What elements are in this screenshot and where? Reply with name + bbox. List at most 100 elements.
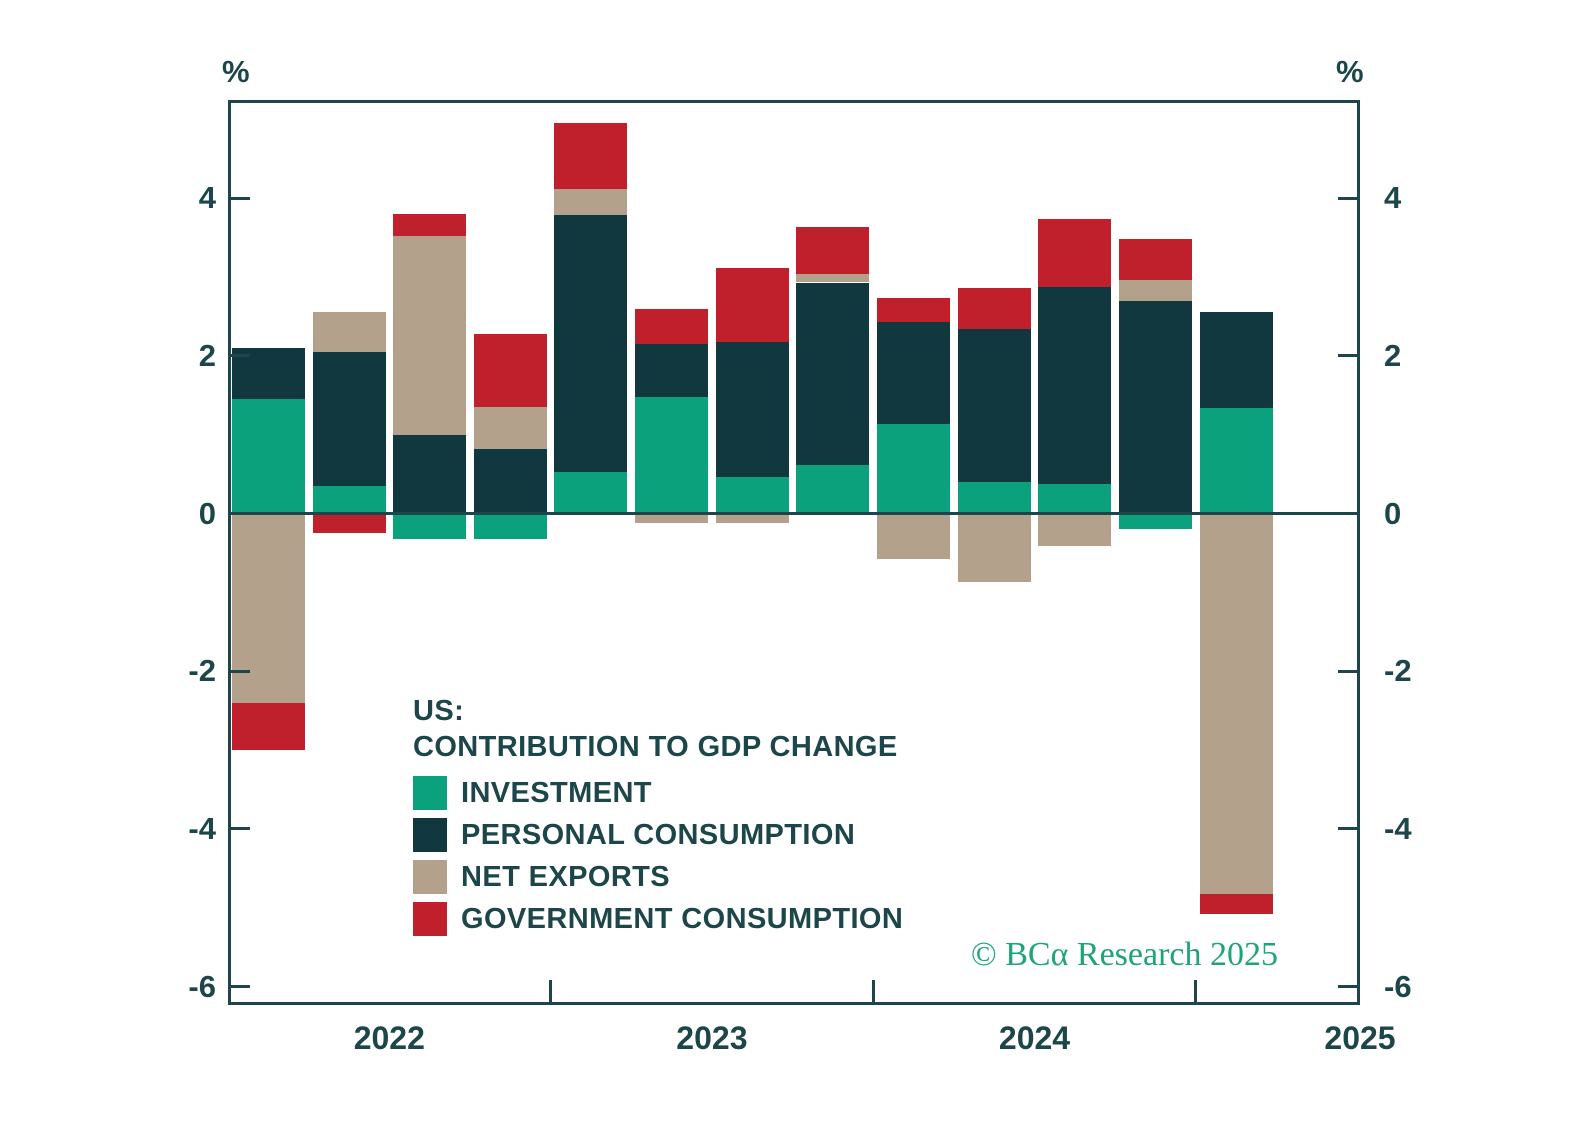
x-axis-label-2022: 2022: [353, 1020, 425, 1056]
legend-label-0: INVESTMENT: [461, 776, 652, 809]
legend-item-net-exports: NET EXPORTS: [413, 856, 903, 898]
y-tick-label-left-4: 4: [198, 180, 216, 216]
zero-axis-line: [228, 512, 1360, 515]
bar-2025Q1-personal-consumption: [1199, 312, 1273, 408]
y-tick-label-left--2: -2: [188, 653, 216, 689]
bar-2024Q3-personal-consumption: [1038, 287, 1112, 485]
bar-2024Q2-investment: [957, 482, 1031, 514]
y-axis-unit-right: %: [1336, 54, 1364, 89]
bar-2023Q1-net-exports: [554, 188, 628, 216]
legend-item-government-consumption: GOVERNMENT CONSUMPTION: [413, 898, 903, 940]
bar-2022Q4-personal-consumption: [473, 448, 547, 514]
bar-2023Q3-government-consumption: [715, 268, 789, 342]
bar-2025Q1-net-exports: [1199, 513, 1273, 894]
y-tick-label-left-2: 2: [198, 337, 216, 373]
y-axis-unit-left: %: [222, 54, 250, 89]
bar-2022Q1-investment: [231, 399, 305, 514]
legend-swatch-2: [413, 860, 447, 894]
y-tick-right--4: [1338, 827, 1360, 831]
x-axis-label-2023: 2023: [676, 1020, 748, 1056]
bar-2022Q2-investment: [312, 485, 386, 514]
bar-2025Q1-investment: [1199, 407, 1273, 514]
bar-2023Q3-net-exports: [715, 513, 789, 523]
y-tick-label-left-0: 0: [198, 495, 216, 531]
bar-2024Q4-investment: [1119, 513, 1192, 530]
bar-2023Q2-investment: [635, 396, 709, 514]
bar-2024Q2-net-exports: [957, 513, 1031, 583]
legend-swatch-0: [413, 776, 447, 810]
y-tick-left-2: [228, 354, 250, 358]
legend-label-1: PERSONAL CONSUMPTION: [461, 818, 856, 851]
bar-2024Q3-investment: [1038, 484, 1112, 514]
bar-2022Q2-net-exports: [312, 312, 386, 352]
copyright-notice: © BCα Research 2025: [970, 936, 1278, 973]
bar-2023Q2-net-exports: [635, 513, 709, 523]
legend-swatch-1: [413, 818, 447, 852]
bar-2022Q4-government-consumption: [473, 333, 547, 407]
bar-2024Q3-net-exports: [1038, 513, 1112, 546]
plot-frame: [228, 100, 1360, 1005]
bar-2023Q3-personal-consumption: [715, 341, 789, 478]
legend-item-investment: INVESTMENT: [413, 772, 903, 814]
y-tick-left-4: [228, 196, 250, 200]
bar-2024Q1-government-consumption: [877, 298, 950, 322]
bar-2025Q1-government-consumption: [1199, 893, 1273, 915]
y-tick-left--2: [228, 669, 250, 673]
y-tick-label-right--2: -2: [1384, 653, 1412, 689]
y-tick-right-4: [1338, 196, 1360, 200]
y-tick-left--6: [228, 985, 250, 989]
bar-2022Q4-investment: [473, 513, 547, 539]
bar-2024Q2-personal-consumption: [957, 329, 1031, 482]
bar-2024Q2-government-consumption: [957, 288, 1031, 329]
bar-2024Q1-personal-consumption: [877, 321, 950, 425]
bar-2023Q2-personal-consumption: [635, 344, 709, 397]
bar-2024Q4-net-exports: [1119, 280, 1192, 301]
legend-label-3: GOVERNMENT CONSUMPTION: [461, 902, 904, 935]
bar-2022Q1-government-consumption: [231, 702, 305, 750]
bar-2022Q3-net-exports: [393, 235, 467, 435]
x-year-tick-1: [549, 980, 553, 1002]
y-tick-label-right-2: 2: [1384, 337, 1402, 373]
bar-2024Q1-investment: [877, 424, 950, 514]
bar-2023Q3-investment: [715, 477, 789, 514]
y-tick-label-right--4: -4: [1384, 810, 1412, 846]
bar-2024Q4-government-consumption: [1119, 239, 1192, 281]
bar-2023Q4-net-exports: [796, 273, 870, 283]
chart-title-line2: CONTRIBUTION TO GDP CHANGE: [413, 731, 898, 763]
bar-2022Q3-investment: [393, 513, 467, 539]
legend-swatch-3: [413, 902, 447, 936]
bar-2022Q2-personal-consumption: [312, 351, 386, 486]
legend-label-2: NET EXPORTS: [461, 860, 671, 893]
bar-2023Q4-government-consumption: [796, 226, 870, 274]
legend-item-personal-consumption: PERSONAL CONSUMPTION: [413, 814, 903, 856]
bar-2022Q2-government-consumption: [312, 513, 386, 534]
y-tick-label-right-0: 0: [1384, 495, 1402, 531]
bar-2023Q2-government-consumption: [635, 308, 709, 344]
y-tick-label-left--4: -4: [188, 810, 216, 846]
x-year-tick-2: [871, 980, 875, 1002]
bar-2024Q1-net-exports: [877, 513, 950, 560]
bar-2022Q3-government-consumption: [393, 213, 467, 236]
bar-2022Q4-net-exports: [473, 407, 547, 449]
chart-legend: US: CONTRIBUTION TO GDP CHANGE INVESTMEN…: [413, 693, 903, 940]
x-axis-label-2024: 2024: [998, 1020, 1071, 1056]
bar-2023Q4-personal-consumption: [796, 282, 870, 465]
y-tick-label-right--6: -6: [1384, 968, 1412, 1004]
chart-title-line1: US:: [413, 695, 465, 727]
y-tick-left--4: [228, 827, 250, 831]
bar-2023Q4-investment: [796, 464, 870, 514]
bar-2023Q1-investment: [554, 471, 628, 514]
bar-2024Q3-government-consumption: [1038, 219, 1112, 288]
x-axis-label-2025: 2025: [1324, 1020, 1396, 1056]
legend-rows: INVESTMENT PERSONAL CONSUMPTION NET EXPORT…: [413, 772, 903, 940]
bar-2022Q1-net-exports: [231, 513, 305, 703]
y-tick-right--6: [1338, 985, 1360, 989]
bar-2023Q1-government-consumption: [554, 123, 628, 189]
x-year-tick-3: [1194, 980, 1198, 1002]
bar-2022Q3-personal-consumption: [393, 434, 467, 514]
bar-2023Q1-personal-consumption: [554, 215, 628, 472]
y-tick-label-left--6: -6: [188, 968, 216, 1004]
y-tick-right-2: [1338, 354, 1360, 358]
y-tick-right--2: [1338, 669, 1360, 673]
